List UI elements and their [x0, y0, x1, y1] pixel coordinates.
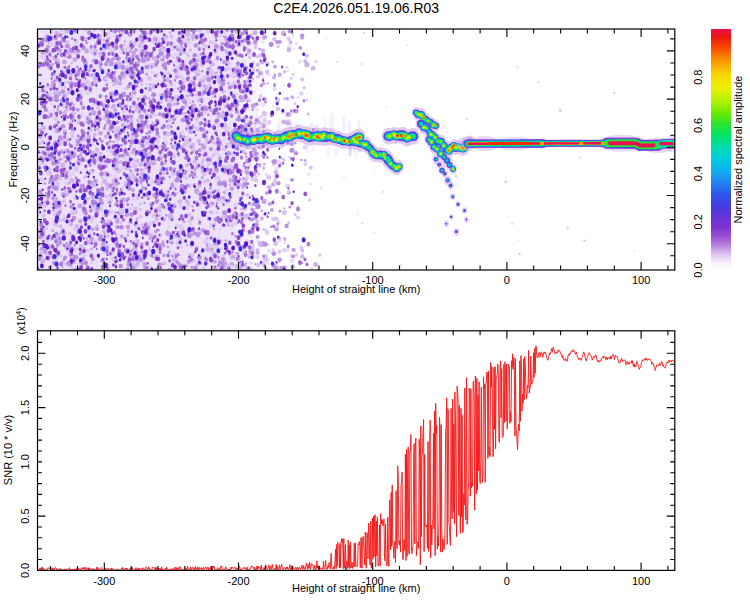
svg-text:20: 20 [19, 93, 31, 105]
svg-text:-20: -20 [19, 188, 31, 204]
svg-text:0.0: 0.0 [19, 563, 31, 578]
svg-text:0.2: 0.2 [692, 214, 704, 229]
svg-text:C2E4.2026.051.19.06.R03: C2E4.2026.051.19.06.R03 [273, 0, 439, 16]
svg-text:100: 100 [632, 575, 650, 587]
svg-text:1.5: 1.5 [19, 400, 31, 415]
svg-text:-300: -300 [93, 274, 115, 286]
svg-text:-200: -200 [227, 274, 249, 286]
svg-text:-300: -300 [93, 575, 115, 587]
svg-text:0.4: 0.4 [692, 166, 704, 181]
svg-text:(x104): (x104) [14, 308, 27, 335]
svg-text:100: 100 [632, 274, 650, 286]
svg-text:-40: -40 [19, 236, 31, 252]
svg-text:0: 0 [19, 144, 31, 150]
svg-text:1.0: 1.0 [19, 454, 31, 469]
svg-text:0: 0 [504, 274, 510, 286]
svg-text:2.0: 2.0 [19, 346, 31, 361]
svg-text:-200: -200 [227, 575, 249, 587]
svg-text:0.0: 0.0 [692, 262, 704, 277]
svg-text:0.5: 0.5 [19, 508, 31, 523]
svg-text:SNR (10 * v/v): SNR (10 * v/v) [2, 415, 14, 485]
svg-text:Height of straight line (km): Height of straight line (km) [292, 582, 420, 594]
svg-text:0.8: 0.8 [692, 70, 704, 85]
svg-text:Frequency (Hz): Frequency (Hz) [7, 112, 19, 188]
svg-text:40: 40 [19, 45, 31, 57]
svg-text:0.6: 0.6 [692, 118, 704, 133]
svg-text:0: 0 [504, 575, 510, 587]
svg-text:Height of straight line (km): Height of straight line (km) [292, 283, 420, 295]
svg-text:Normalized spectral amplitude: Normalized spectral amplitude [732, 76, 744, 224]
